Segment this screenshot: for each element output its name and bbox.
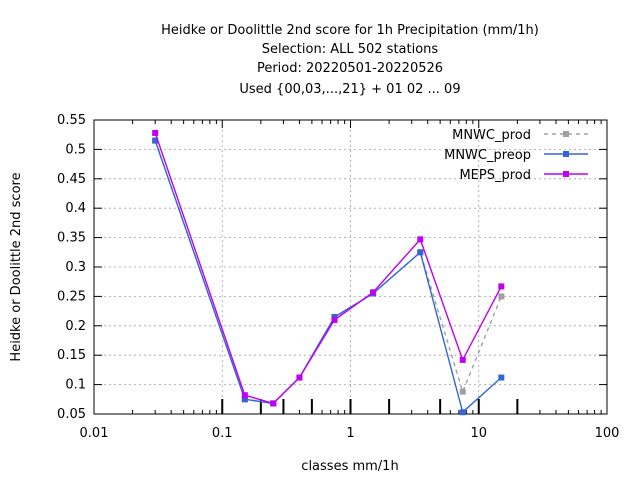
y-tick-label: 0.2 [65, 319, 86, 334]
x-axis-label: classes mm/1h [301, 459, 398, 474]
title-line-3: Period: 20220501-20220526 [257, 61, 443, 76]
data-point [152, 129, 159, 136]
x-tick-label: 0.01 [80, 426, 109, 441]
legend-label: MEPS_prod [459, 168, 531, 183]
data-point [152, 137, 159, 144]
y-tick-label: 0.1 [65, 378, 86, 393]
legend: MNWC_prod MNWC_preop MEPS_prod [444, 128, 588, 183]
data-point [241, 396, 248, 403]
x-tick-label: 0.1 [212, 426, 233, 441]
legend-marker [563, 131, 569, 137]
legend-label: MNWC_preop [444, 148, 531, 163]
chart-title: Heidke or Doolittle 2nd score for 1h Pre… [161, 23, 539, 97]
legend-label: MNWC_prod [452, 128, 531, 143]
data-point [498, 293, 505, 300]
title-line-2: Selection: ALL 502 stations [262, 42, 439, 57]
x-tick-label: 100 [595, 426, 620, 441]
data-point [241, 392, 248, 399]
data-point [370, 289, 377, 296]
series-group [152, 129, 505, 416]
y-tick-label: 0.25 [57, 289, 86, 304]
y-tick-label: 0.3 [65, 260, 86, 275]
title-line-1: Heidke or Doolittle 2nd score for 1h Pre… [161, 23, 539, 38]
data-point [296, 374, 303, 381]
y-tick-label: 0.35 [57, 231, 86, 246]
y-tick-label: 0.15 [57, 348, 86, 363]
y-axis-label: Heidke or Doolittle 2nd score [9, 172, 24, 361]
x-tick-label: 10 [470, 426, 487, 441]
data-point [459, 356, 466, 363]
title-line-4: Used {00,03,...,21} + 01 02 ... 09 [239, 82, 460, 97]
y-tick-label: 0.5 [65, 142, 86, 157]
x-tick-label: 1 [346, 426, 354, 441]
data-point [331, 316, 338, 323]
y-tick-label: 0.05 [57, 407, 86, 422]
y-tick-label: 0.4 [65, 201, 86, 216]
data-point [498, 283, 505, 290]
series-line-mnwc_preop [154, 140, 502, 414]
data-point [459, 409, 466, 416]
data-point [459, 388, 466, 395]
data-point [417, 236, 424, 243]
legend-marker [563, 151, 569, 157]
data-point [498, 374, 505, 381]
data-point [417, 249, 424, 256]
y-tick-label: 0.55 [57, 113, 86, 128]
grid [93, 119, 608, 415]
y-tick-label: 0.45 [57, 172, 86, 187]
legend-marker [563, 171, 569, 177]
axes: 0.05 0.1 0.15 0.2 0.25 0.3 0.35 0.4 0.45 0.5 0.55 0… [57, 113, 619, 441]
data-point [270, 400, 277, 407]
